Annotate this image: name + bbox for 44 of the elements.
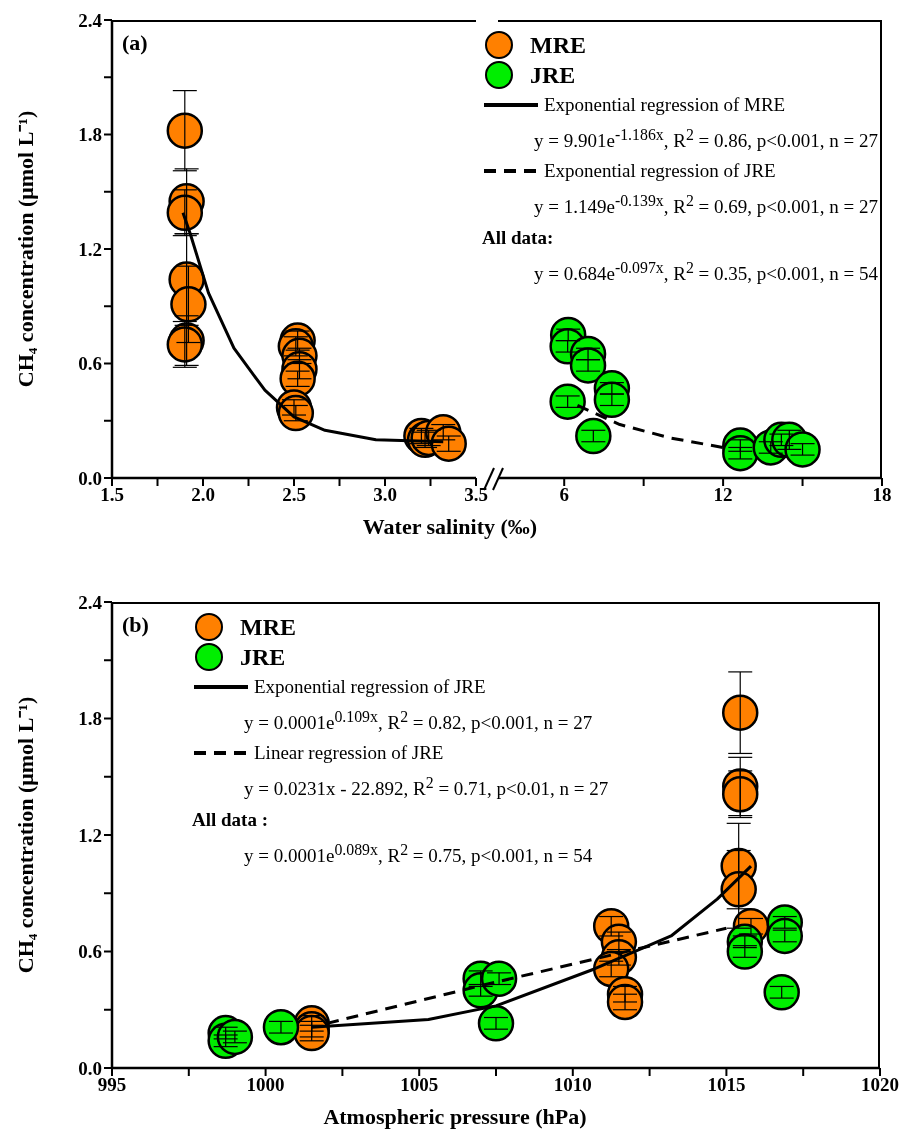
annotation: All data : xyxy=(192,807,269,832)
y-tick-label: 2.4 xyxy=(78,591,103,613)
x-tick-label: 6 xyxy=(559,484,569,506)
x-tick-label: 3.5 xyxy=(464,484,488,506)
x-tick-label: 2.5 xyxy=(282,484,306,506)
y-tick-label: 0.6 xyxy=(78,353,102,375)
y-axis-title: CH₄ concentration (μmol L⁻¹) xyxy=(12,110,39,388)
x-axis-title: Water salinity (‰) xyxy=(361,514,539,540)
legend-label: MRE xyxy=(240,613,296,642)
y-tick-label: 1.2 xyxy=(78,824,102,846)
y-tick-label: 0.6 xyxy=(78,941,102,963)
y-tick-label: 1.8 xyxy=(78,708,102,730)
x-tick-label: 1000 xyxy=(246,1074,285,1096)
x-tick-label: 3.0 xyxy=(373,484,397,506)
x-tick-label: 2.0 xyxy=(191,484,215,506)
x-tick-label: 12 xyxy=(713,484,733,506)
text: Exponential regression of JRE xyxy=(544,160,776,182)
legend-label: Exponential regression of MRE xyxy=(544,93,786,117)
text: (b) xyxy=(122,612,149,638)
annotation: y = 0.684e$^{-0.097x}$, R$^{2}$ = 0.35, p<0.001, n = 54 xyxy=(533,257,878,286)
y-tick-label: 1.8 xyxy=(78,124,102,146)
legend-label: MRE xyxy=(530,31,587,60)
y-tick-label: 2.4 xyxy=(78,9,103,31)
annotation: y = 9.901e$^{-1.186x}$, R$^{2}$ = 0.86, p<0.001, n = 27 xyxy=(533,125,878,154)
x-tick-label: 1.5 xyxy=(100,484,124,506)
legend-label: Exponential regression of JRE xyxy=(254,675,486,699)
x-tick-label: 1010 xyxy=(553,1074,592,1096)
x-tick-label: 1020 xyxy=(861,1074,899,1096)
legend-label: Linear regression of JRE xyxy=(254,741,444,766)
x-tick-label: 1005 xyxy=(400,1074,439,1096)
annotation: y = 1.149e$^{-0.139x}$, R$^{2}$ = 0.69, p<0.001, n = 27 xyxy=(533,191,878,220)
legend-label: JRE xyxy=(240,643,286,672)
y-axis-title: CH₄ concentration (μmol L⁻¹) xyxy=(12,696,39,974)
x-tick-label: 1015 xyxy=(707,1074,746,1096)
y-tick-label: 1.2 xyxy=(78,238,102,260)
x-axis-title: Atmospheric pressure (hPa) xyxy=(322,1104,588,1130)
annotation: y = 0.0001e$^{0.109x}$, R$^{2}$ = 0.82, p<0.001, n = 27 xyxy=(243,707,594,736)
annotation: y = 0.0231x - 22.892, R$^{2}$ = 0.71, p<0.01, n = 27 xyxy=(243,773,609,802)
x-tick-label: 18 xyxy=(872,484,892,506)
text: JRE xyxy=(530,62,576,88)
y-tick-label: 0.0 xyxy=(78,467,102,489)
annotation: All data: xyxy=(482,225,555,250)
annotation: y = 0.0001e$^{0.089x}$, R$^{2}$ = 0.75, p<0.001, n = 54 xyxy=(243,839,594,868)
text: (a) xyxy=(122,30,148,56)
